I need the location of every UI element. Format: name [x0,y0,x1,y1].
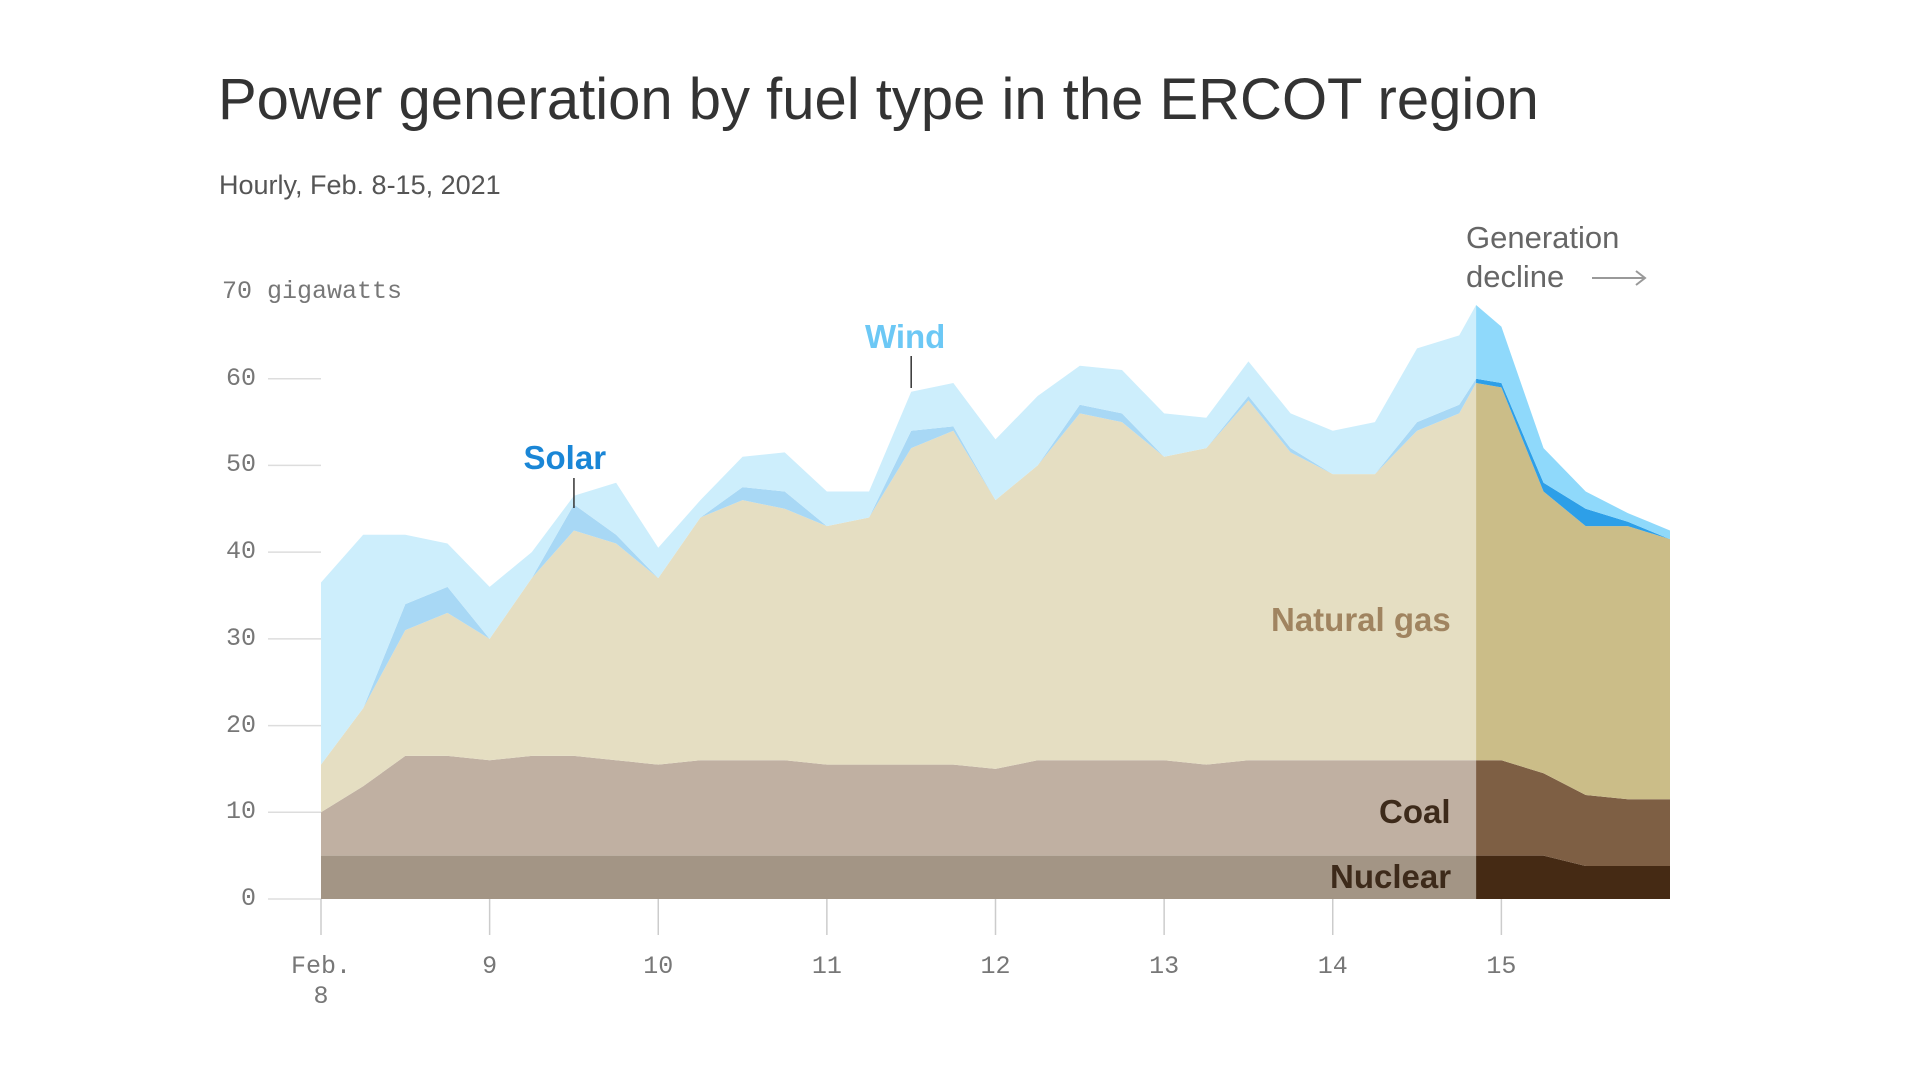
area-highlight [1476,760,1670,867]
x-tick-label: 13 [1149,952,1180,981]
area-highlight [1476,855,1670,899]
chart-title: Power generation by fuel type in the ERC… [218,67,1539,132]
x-tick-label: 9 [482,952,498,981]
area-highlight [1476,305,1670,540]
x-tick-label: 10 [643,952,674,981]
series-label: Wind [865,318,946,355]
y-tick-label: 40 [225,537,256,567]
series-label: Natural gas [1271,601,1451,638]
x-tick-label: 12 [980,952,1011,981]
y-tick-label: 60 [225,363,256,393]
y-tick-label: 50 [225,450,256,480]
y-tick-label: 10 [225,797,256,827]
y-tick-label: 70 gigawatts [222,277,403,306]
chart-subtitle: Hourly, Feb. 8-15, 2021 [219,170,501,200]
x-tick-label: Feb. 8 [290,952,351,1011]
y-tick-label: 20 [225,710,256,740]
annotation: Generation decline [1466,218,1666,296]
area [321,755,1477,856]
annotation-text: Generation decline [1466,220,1620,294]
series-label: Nuclear [1330,858,1452,895]
area-highlight [1476,383,1670,800]
area [321,383,1477,813]
area [321,305,1477,765]
x-tick-label: 11 [811,952,842,981]
x-tick-label: 15 [1486,952,1517,981]
y-tick-label: 30 [225,623,256,653]
x-tick-label: 14 [1317,952,1348,981]
area-highlight [1476,378,1670,540]
annotation-arrow [1592,270,1647,286]
area [321,855,1477,899]
y-tick-label: 0 [240,884,256,913]
series-label: Solar [523,439,607,476]
series-label: Coal [1379,793,1451,830]
